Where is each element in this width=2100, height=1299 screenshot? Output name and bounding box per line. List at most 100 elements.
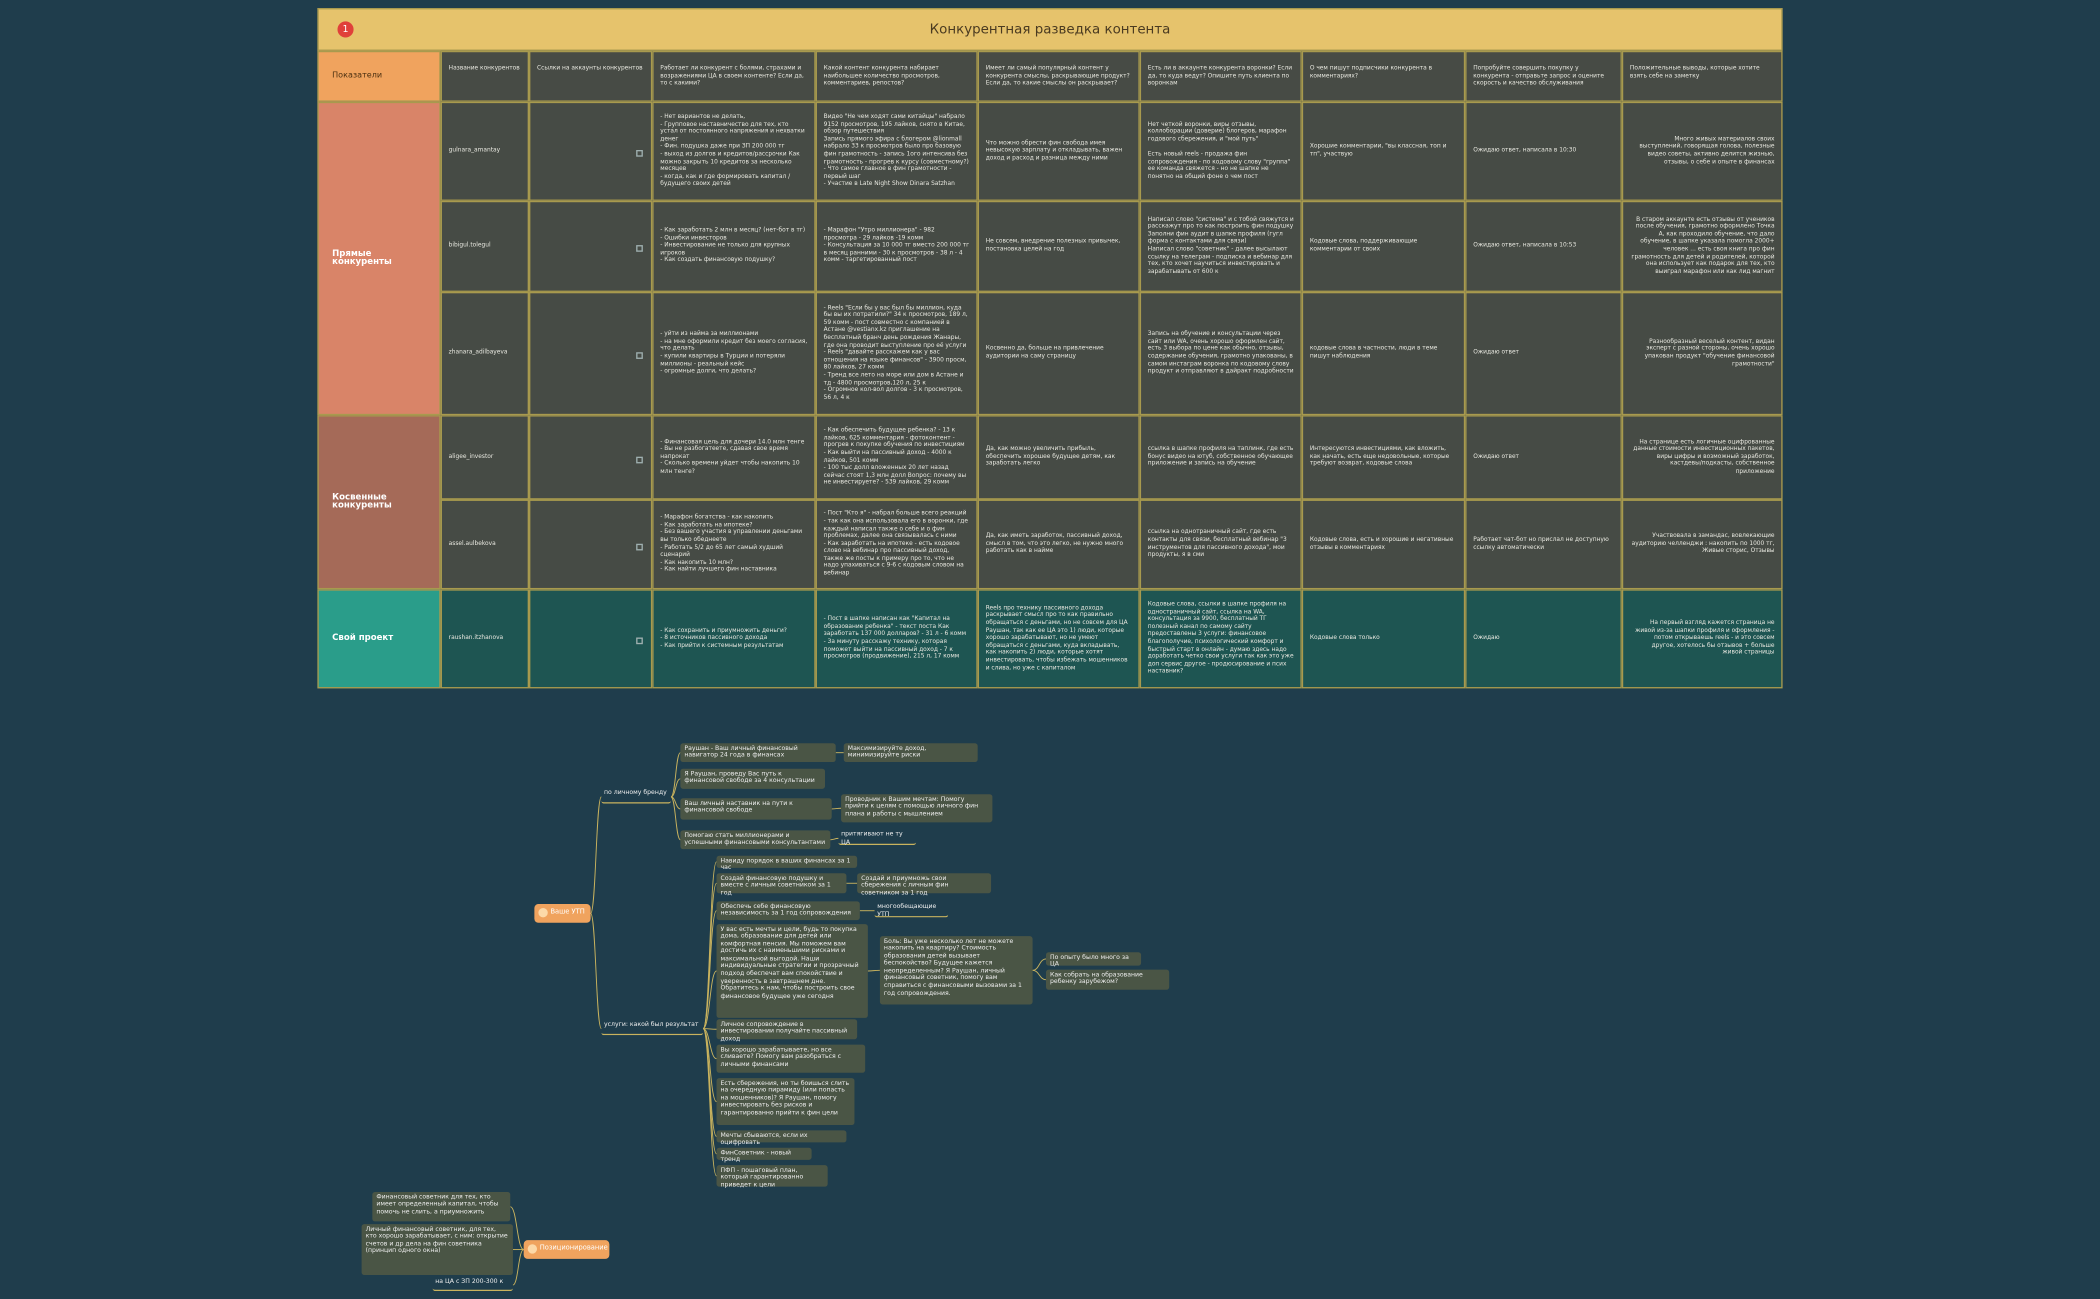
link-cell bbox=[529, 200, 653, 292]
link-icon[interactable] bbox=[636, 543, 643, 550]
competitor-name: assel.aulbekova bbox=[440, 499, 530, 590]
cell-content: - Марафон "Утро миллионера" - 982 просмо… bbox=[815, 200, 978, 292]
column-header: Есть ли в аккаунте конкурента воронки? Е… bbox=[1139, 50, 1302, 102]
node-icon bbox=[527, 1244, 538, 1254]
mindmap-node[interactable]: ФинСоветник - новый тренд bbox=[716, 1147, 812, 1164]
mindmap-node[interactable]: Ваш личный наставник на пути к финансово… bbox=[680, 798, 832, 820]
mindmap-node[interactable]: Создай и приумножь свои сбережения с лич… bbox=[857, 873, 992, 897]
mindmap-node[interactable]: услуги: какой был результат bbox=[601, 1022, 704, 1036]
mindmap-node[interactable]: Я Раушан, проведу Вас путь к финансовой … bbox=[680, 768, 826, 789]
mindmap-edge bbox=[702, 882, 717, 1030]
mindmap-node[interactable]: По опыту было много за ЦА bbox=[1045, 952, 1142, 968]
mindmap-edge bbox=[670, 778, 681, 798]
mindmap-node[interactable]: на ЦА с ЗП 200-300 к bbox=[432, 1279, 513, 1292]
competitor-name: gulnara_amantay bbox=[440, 101, 530, 201]
mindmap-node[interactable]: Боль: Вы уже несколько лет не можете нак… bbox=[879, 936, 1033, 1005]
cell-comments: кодовые слова в частности, люди в теме п… bbox=[1301, 291, 1466, 416]
cell-meanings: Да, как можно увеличить прибыль, обеспеч… bbox=[977, 415, 1140, 500]
cell-purchase: Ожидаю ответ bbox=[1465, 291, 1622, 416]
mindmap-node[interactable]: Мечты сбываются, если их оцифровать bbox=[716, 1130, 847, 1147]
column-header: Попробуйте совершить покупку у конкурент… bbox=[1465, 50, 1622, 102]
mindmap-node[interactable]: Финансовый советник для тех, кто имеет о… bbox=[372, 1191, 511, 1222]
link-icon[interactable] bbox=[636, 456, 643, 463]
cell-purchase: Ожидаю ответ, написала в 10:53 bbox=[1465, 200, 1622, 292]
competitor-name: aligee_investor bbox=[440, 415, 530, 500]
cell-pains: - Как заработать 2 млн в месяц? (нет-бот… bbox=[652, 200, 816, 292]
mindmap-edge bbox=[702, 1028, 717, 1060]
mindmap-edge bbox=[702, 1028, 717, 1177]
cell-pains: - уйти из найма за миллионами - на мне о… bbox=[652, 291, 816, 416]
mindmap-node[interactable]: Помогаю стать миллионерами и успешными ф… bbox=[680, 830, 831, 850]
cell-meanings: Косвенно да, больше на привлечение аудит… bbox=[977, 291, 1140, 416]
cell-pains: - Как сохранить и приумножить деньги? - … bbox=[652, 589, 816, 689]
cell-content: - Пост "Кто я" - набрал больше всего реа… bbox=[815, 499, 978, 590]
cell-funnels: Кодовые слова, ссылки в шапке профиля на… bbox=[1139, 589, 1302, 689]
mindmap-node[interactable]: по личному бренду bbox=[601, 790, 671, 804]
group-label: Косвенные конкуренты bbox=[317, 415, 441, 590]
mindmap-node[interactable]: Навиду порядок в ваших финансах за 1 час bbox=[716, 855, 858, 872]
mindmap-node[interactable]: Есть сбережения, но ты боишься слить на … bbox=[716, 1078, 855, 1126]
column-header: Работает ли конкурент с болями, страхами… bbox=[652, 50, 816, 102]
mindmap-edge bbox=[830, 837, 839, 841]
link-icon[interactable] bbox=[636, 150, 643, 157]
mindmap-node[interactable]: Максимизируйте доход, минимизируйте риск… bbox=[843, 743, 978, 763]
column-header: Какой контент конкурента набирает наибол… bbox=[815, 50, 978, 102]
mindmap-edge bbox=[512, 1249, 525, 1286]
cell-funnels: Нет четкой воронки, виры отзывы, коллобо… bbox=[1139, 101, 1302, 201]
mindmap-node[interactable]: Вы хорошо зарабатываете, но все сливаете… bbox=[716, 1044, 866, 1073]
mindmap-edge bbox=[702, 1028, 717, 1155]
mindmap-edge bbox=[702, 910, 717, 1030]
mindmap-node[interactable]: Раушан - Ваш личный финансовый навигатор… bbox=[680, 743, 836, 763]
mindmap-root[interactable]: Позиционирование bbox=[523, 1240, 610, 1259]
cell-pains: - Марафон богатства - как накопить - Как… bbox=[652, 499, 816, 590]
competitor-name: bibigul.tolegul bbox=[440, 200, 530, 292]
cell-pains: - Финансовая цель для дочери 14.0 млн те… bbox=[652, 415, 816, 500]
column-header: Показатели bbox=[317, 50, 441, 102]
cell-comments: Хорошие комментарии, "вы классная, топ и… bbox=[1301, 101, 1466, 201]
mindmap-node[interactable]: Создай финансовую подушку и вместе с лич… bbox=[716, 873, 847, 897]
mindmap-edge bbox=[670, 796, 681, 841]
mindmap-node[interactable]: Личный финансовый советник, для тех, кто… bbox=[361, 1224, 513, 1276]
mindmap-node[interactable]: У вас есть мечты и цели, будь то покупка… bbox=[716, 924, 868, 1018]
mindmap-node[interactable]: Личное сопровождение в инвестировании по… bbox=[716, 1019, 858, 1043]
mindmap-edge bbox=[867, 969, 880, 972]
cell-meanings: Да, как иметь заработок, пассивный доход… bbox=[977, 499, 1140, 590]
link-icon[interactable] bbox=[636, 637, 643, 645]
cell-comments: Кодовые слова только bbox=[1301, 589, 1466, 689]
mindmap-node[interactable]: Проводник к Вашим мечтам: Помогу прийти … bbox=[841, 794, 993, 823]
link-icon[interactable] bbox=[636, 352, 643, 359]
mindmap-edge bbox=[590, 796, 602, 914]
link-cell bbox=[529, 101, 653, 201]
column-header: Название конкурентов bbox=[440, 50, 530, 102]
cell-content: Видео "Не чем ходят сами китайцы" набрал… bbox=[815, 101, 978, 201]
node-icon bbox=[538, 908, 548, 918]
mindmap-node[interactable]: ПФП - пошаговый план, который гарантиров… bbox=[716, 1165, 828, 1189]
mindmap-node[interactable]: многообещающие УТП bbox=[874, 904, 949, 918]
cell-purchase: Работает чат-бот но прислал не доступную… bbox=[1465, 499, 1622, 590]
column-header: Ссылки на аккаунты конкурентов bbox=[529, 50, 653, 102]
cell-conclusions: Разнообразный веселый контент, видан экс… bbox=[1621, 291, 1783, 416]
cell-comments: Интересуются инвестициями, как вложить, … bbox=[1301, 415, 1466, 500]
cell-comments: Кодовые слова, поддерживающие комментари… bbox=[1301, 200, 1466, 292]
competitor-name: zhanara_adilbayeva bbox=[440, 291, 530, 416]
cell-pains: - Нет вариантов не делать, - Групповое н… bbox=[652, 101, 816, 201]
cell-funnels: Написал слово "система" и с тобой свяжут… bbox=[1139, 200, 1302, 292]
link-icon[interactable] bbox=[636, 245, 643, 252]
link-cell bbox=[529, 589, 653, 689]
mindmap-node[interactable]: Как собрать на образование ребенку заруб… bbox=[1045, 969, 1170, 990]
cell-comments: Кодовые слова, есть и хорошие и негативн… bbox=[1301, 499, 1466, 590]
mindmap-edge bbox=[1032, 958, 1047, 971]
column-header: О чем пишут подписчики конкурента в комм… bbox=[1301, 50, 1466, 102]
mindmap-root[interactable]: Ваше УТП bbox=[534, 904, 591, 923]
cell-purchase: Ожидаю bbox=[1465, 589, 1622, 689]
group-label: Прямые конкуренты bbox=[317, 101, 441, 416]
column-header: Имеет ли самый популярный контент у конк… bbox=[977, 50, 1140, 102]
cell-funnels: ссылка в шапке профиля на таплинк, где е… bbox=[1139, 415, 1302, 500]
mindmap-edge bbox=[702, 970, 717, 1030]
mindmap-node[interactable]: Обеспечь себе финансовую независимость з… bbox=[716, 901, 860, 921]
cell-funnels: ссылка на однотраничный сайт, где есть к… bbox=[1139, 499, 1302, 590]
cell-funnels: Запись на обучение и консультации через … bbox=[1139, 291, 1302, 416]
mindmap-node[interactable]: притягивают не ту ЦА bbox=[838, 832, 917, 846]
